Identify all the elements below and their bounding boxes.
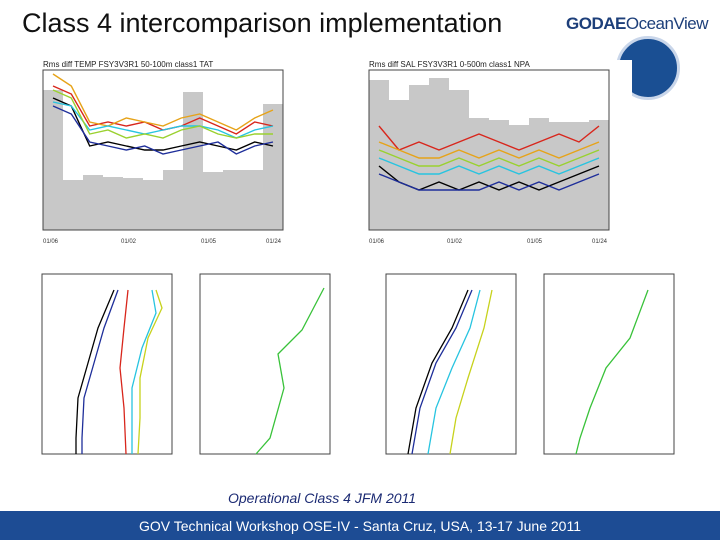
tick-label: 01/05	[527, 239, 543, 245]
tick-label: 01/05	[201, 239, 217, 245]
logo-part1: GODAE	[566, 14, 626, 33]
slide-title: Class 4 intercomparison implementation	[22, 8, 502, 39]
sal-profile-chart	[372, 268, 522, 488]
tick-label: 01/24	[592, 239, 608, 245]
sal-timeseries-chart: 01/06 01/02 01/05 01/24 Rms diff SAL FSY…	[342, 60, 632, 260]
temp-timeseries-chart: 01/06 01/02 01/05 01/24 Rms diff TEMP FS…	[16, 60, 306, 260]
temp-profile-chart	[28, 268, 178, 488]
footer-bar: GOV Technical Workshop OSE-IV - Santa Cr…	[0, 511, 720, 540]
godae-logo: GODAEOceanView	[566, 14, 708, 34]
chart-title: Rms diff TEMP FSY3V3R1 50-100m class1 TA…	[43, 60, 213, 69]
chart-title: Rms diff SAL FSY3V3R1 0-500m class1 NPA	[369, 60, 530, 69]
tick-label: 01/24	[266, 239, 282, 245]
footer-text: GOV Technical Workshop OSE-IV - Santa Cr…	[0, 518, 720, 534]
tick-label: 01/06	[43, 239, 59, 245]
tick-label: 01/06	[369, 239, 385, 245]
logo-part2: OceanView	[626, 14, 708, 33]
tick-label: 01/02	[447, 239, 463, 245]
temp-count-chart	[186, 268, 336, 488]
tick-label: 01/02	[121, 239, 137, 245]
slide-caption: Operational Class 4 JFM 2011	[228, 490, 416, 506]
sal-count-chart	[530, 268, 680, 488]
